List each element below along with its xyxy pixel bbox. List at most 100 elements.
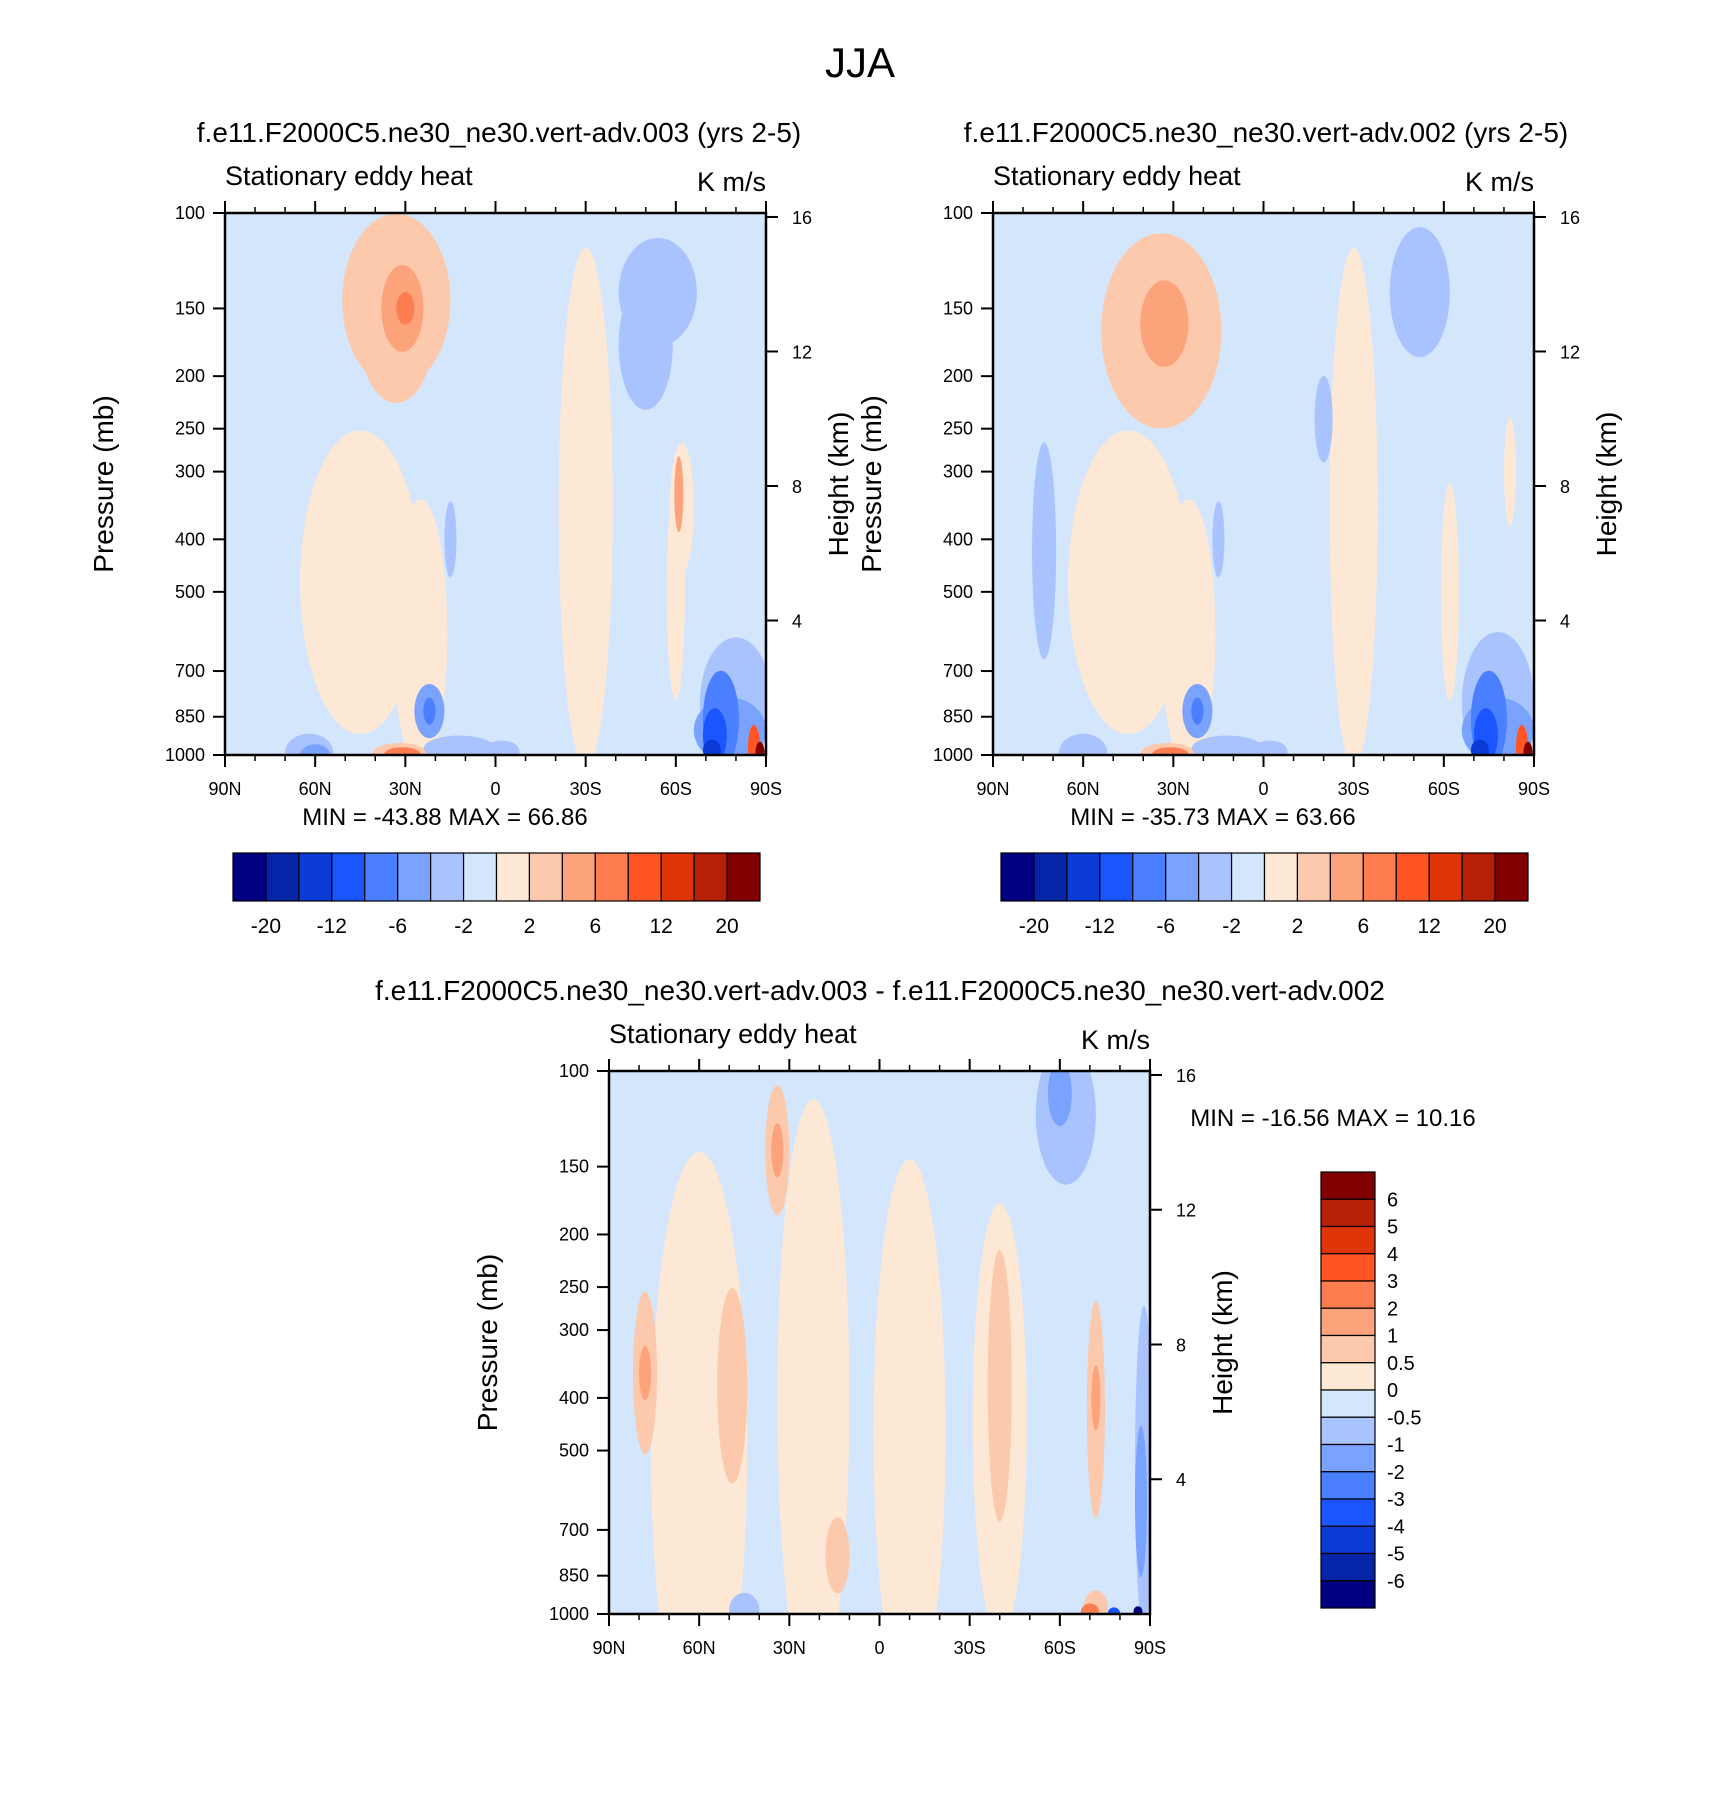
colorbar-swatch	[1099, 852, 1134, 902]
contour-region	[729, 1592, 760, 1614]
panel-title: f.e11.F2000C5.ne30_ne30.vert-adv.003 (yr…	[197, 117, 801, 148]
colorbar-swatch	[1320, 1416, 1376, 1446]
colorbar-label: 20	[1483, 915, 1506, 938]
lat-tick-label: 90N	[976, 779, 1009, 799]
colorbar: 6 5 4 3 2 1 0.5 0 -0.5 -1 -2 -3 -4 -5 -6	[1320, 1171, 1421, 1609]
pressure-tick-label: 300	[175, 462, 205, 482]
colorbar-label: 3	[1387, 1271, 1398, 1293]
contour-region	[300, 744, 331, 755]
colorbar-swatch	[1320, 1225, 1376, 1255]
colorbar-label: 0	[1387, 1380, 1398, 1402]
height-tick-label: 12	[1176, 1201, 1196, 1221]
colorbar-swatch	[1320, 1552, 1376, 1582]
pressure-tick-label: 250	[943, 419, 973, 439]
panel-units-label: K m/s	[1081, 1025, 1150, 1055]
panel-title: f.e11.F2000C5.ne30_ne30.vert-adv.003 - f…	[375, 975, 1385, 1006]
colorbar-label: -20	[251, 915, 281, 938]
colorbar-swatch	[1320, 1307, 1376, 1337]
colorbar-swatch	[1320, 1580, 1376, 1609]
colorbar-swatch	[1320, 1362, 1376, 1391]
height-tick-label: 16	[1560, 208, 1580, 228]
panel-variable-label: Stationary eddy heat	[993, 161, 1241, 191]
contour-field	[993, 213, 1534, 755]
colorbar-swatch	[1320, 1389, 1376, 1418]
lat-tick-label: 90S	[750, 779, 782, 799]
colorbar-swatch	[1395, 852, 1430, 902]
colorbar-swatch	[364, 852, 399, 902]
lat-tick-label: 60N	[683, 1638, 716, 1658]
contour-region	[618, 279, 673, 410]
colorbar-label: 6	[1357, 915, 1369, 938]
contour-region	[1389, 227, 1450, 358]
pressure-tick-label: 400	[175, 529, 205, 549]
contour-region	[1068, 430, 1189, 734]
pressure-tick-label: 150	[559, 1157, 589, 1177]
contour-region	[1523, 741, 1533, 755]
contour-region	[1080, 1603, 1099, 1614]
colorbar-label: -6	[388, 915, 407, 938]
lat-tick-label: 90S	[1134, 1638, 1166, 1658]
pressure-tick-label: 250	[559, 1277, 589, 1297]
pressure-axis-title: Pressure (mb)	[88, 395, 119, 572]
colorbar-swatch	[594, 852, 629, 902]
colorbar-label: -12	[1085, 915, 1115, 938]
height-tick-label: 12	[792, 342, 812, 362]
pressure-tick-label: 100	[559, 1061, 589, 1081]
contour-region	[1440, 483, 1459, 701]
pressure-tick-label: 500	[943, 582, 973, 602]
height-tick-label: 16	[1176, 1066, 1196, 1086]
min-max-label: MIN = -16.56 MAX = 10.16	[1190, 1105, 1475, 1132]
pressure-tick-label: 400	[559, 1388, 589, 1408]
lat-tick-label: 60S	[660, 779, 692, 799]
pressure-tick-label: 100	[943, 203, 973, 223]
contour-region	[639, 1345, 652, 1401]
page-title: JJA	[825, 39, 895, 86]
lat-tick-label: 0	[490, 779, 500, 799]
lat-tick-label: 30N	[1157, 779, 1190, 799]
colorbar-swatch	[495, 852, 531, 902]
contour-region	[777, 1099, 850, 1614]
contour-region	[771, 1123, 784, 1178]
contour-region	[1191, 735, 1264, 755]
colorbar-label: -6	[1156, 915, 1175, 938]
colorbar-swatch	[528, 852, 563, 902]
colorbar-swatch	[1362, 852, 1397, 902]
lat-tick-label: 30S	[954, 1638, 986, 1658]
colorbar-swatch	[1320, 1253, 1376, 1282]
lat-tick-label: 0	[1258, 779, 1268, 799]
colorbar-label: -2	[1387, 1462, 1405, 1484]
lat-tick-label: 90N	[592, 1638, 625, 1658]
lat-tick-label: 60N	[299, 779, 332, 799]
colorbar-swatch	[1198, 852, 1233, 902]
contour-region	[674, 456, 684, 532]
colorbar-swatch	[1033, 852, 1068, 902]
contour-region	[1091, 1365, 1101, 1431]
colorbar-label: 6	[589, 915, 601, 938]
contour-region	[558, 247, 613, 755]
colorbar-label: -0.5	[1387, 1407, 1421, 1429]
pressure-tick-label: 700	[175, 661, 205, 681]
lat-tick-label: 60N	[1067, 779, 1100, 799]
min-max-label: MIN = -43.88 MAX = 66.86	[302, 804, 587, 831]
colorbar-swatch	[1263, 852, 1299, 902]
min-max-label: MIN = -35.73 MAX = 63.66	[1070, 804, 1355, 831]
colorbar: -20 -12 -6 -2 2 6 12 20	[232, 852, 761, 938]
contour-region	[1152, 747, 1189, 755]
contour-region	[987, 1250, 1012, 1522]
lat-tick-label: 90S	[1518, 779, 1550, 799]
colorbar-label: -1	[1387, 1435, 1405, 1457]
contour-region	[1107, 1607, 1120, 1614]
contour-region	[444, 501, 457, 578]
lat-tick-label: 90N	[208, 779, 241, 799]
pressure-tick-label: 200	[175, 366, 205, 386]
pressure-tick-label: 500	[175, 582, 205, 602]
lat-tick-label: 60S	[1044, 1638, 1076, 1658]
colorbar-label: 1	[1387, 1326, 1398, 1348]
pressure-tick-label: 700	[943, 661, 973, 681]
colorbar-label: -2	[454, 915, 473, 938]
contour-region	[755, 741, 765, 755]
height-tick-label: 8	[1176, 1335, 1186, 1355]
colorbar-label: 4	[1387, 1244, 1398, 1266]
contour-region	[1470, 739, 1489, 755]
colorbar-label: 2	[1292, 915, 1304, 938]
